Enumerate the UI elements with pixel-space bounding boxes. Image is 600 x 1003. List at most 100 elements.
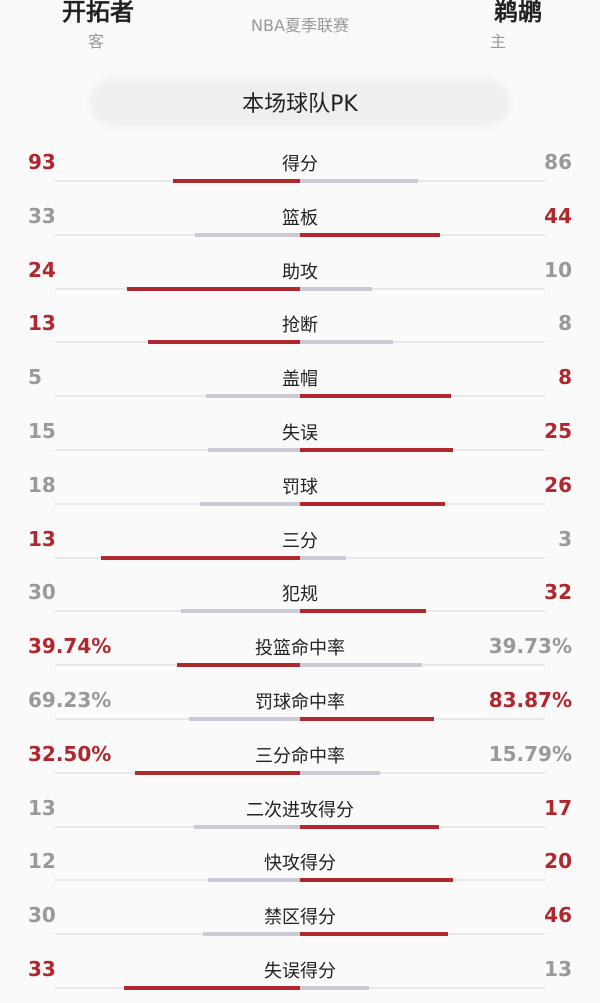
home-value: 86 — [544, 150, 572, 174]
stat-row: 69.23% 罚球命中率 83.87% — [0, 680, 600, 734]
stat-row: 12 快攻得分 20 — [0, 841, 600, 895]
stat-row: 39.74% 投篮命中率 39.73% — [0, 626, 600, 680]
away-value: 13 — [28, 311, 56, 336]
stat-row: 13 抢断 8 — [0, 303, 600, 357]
away-role: 客 — [88, 32, 105, 51]
section-title: 本场球队PK — [242, 92, 358, 117]
away-bar — [195, 232, 300, 237]
away-bar — [100, 555, 300, 560]
home-bar — [300, 501, 445, 506]
home-bar — [300, 663, 423, 668]
home-bar — [300, 394, 451, 399]
home-bar — [300, 878, 454, 883]
away-value: 5 — [28, 365, 42, 390]
home-value: 8 — [558, 311, 572, 336]
league-name: NBA夏季联赛 — [251, 16, 349, 35]
away-bar — [189, 717, 300, 721]
away-bar — [199, 501, 300, 506]
away-bar — [208, 878, 300, 883]
home-value: 17 — [544, 795, 572, 820]
home-value: 83.87% — [488, 688, 572, 712]
away-value: 24 — [28, 257, 56, 282]
home-bar — [300, 555, 346, 560]
stat-label: 罚球 — [282, 476, 318, 498]
away-value: 69.23% — [28, 688, 112, 712]
away-bar — [193, 824, 300, 829]
home-bar — [300, 286, 373, 291]
stat-label: 罚球命中率 — [255, 692, 345, 713]
away-team-name: 开拓者 — [62, 0, 134, 26]
home-value: 10 — [544, 257, 572, 282]
away-value: 32.50% — [28, 741, 112, 766]
stat-row: 24 助攻 10 — [0, 250, 600, 304]
away-bar — [172, 179, 300, 183]
home-bar — [300, 824, 439, 829]
home-value: 13 — [544, 957, 572, 981]
home-value: 15.79% — [488, 741, 572, 766]
home-bar — [300, 986, 370, 990]
away-bar — [135, 770, 300, 775]
stat-row: 13 三分 3 — [0, 519, 600, 573]
stat-row: 33 篮板 44 — [0, 196, 600, 250]
home-value: 39.73% — [488, 634, 572, 659]
home-team-name: 鹈鹕 — [494, 0, 542, 26]
title-background — [90, 78, 510, 126]
stat-label: 二次进攻得分 — [246, 799, 354, 821]
stat-label: 犯规 — [282, 584, 318, 606]
home-value: 46 — [544, 903, 572, 928]
stat-label: 得分 — [282, 154, 318, 175]
home-bar — [300, 232, 440, 237]
stat-label: 抢断 — [282, 315, 318, 337]
home-bar — [300, 609, 427, 614]
away-bar — [127, 286, 300, 291]
stat-label: 失误 — [282, 423, 318, 444]
home-value: 26 — [544, 472, 572, 497]
home-bar — [300, 717, 435, 721]
away-value: 12 — [28, 849, 56, 874]
stat-label: 禁区得分 — [264, 907, 336, 929]
away-value: 33 — [28, 203, 56, 228]
away-bar — [205, 394, 300, 399]
home-value: 44 — [544, 203, 572, 228]
away-bar — [181, 609, 300, 614]
home-value: 25 — [544, 419, 572, 443]
home-bar — [300, 179, 418, 183]
home-bar — [300, 932, 449, 937]
stat-label: 篮板 — [282, 207, 318, 229]
away-bar — [177, 663, 300, 668]
stat-label: 盖帽 — [282, 369, 318, 391]
away-value: 18 — [28, 472, 56, 497]
stat-row: 93 得分 86 — [0, 142, 600, 196]
home-value: 32 — [544, 580, 572, 605]
away-value: 13 — [28, 526, 56, 551]
stat-row: 32.50% 三分命中率 15.79% — [0, 734, 600, 788]
home-value: 20 — [544, 849, 572, 874]
away-bar — [148, 340, 300, 345]
away-value: 30 — [28, 580, 56, 605]
away-bar — [203, 932, 300, 937]
home-bar — [300, 340, 394, 345]
stat-row: 33 失误得分 13 — [0, 949, 600, 1003]
home-value: 3 — [558, 526, 572, 551]
stat-row: 15 失误 25 — [0, 411, 600, 465]
stat-row: 18 罚球 26 — [0, 465, 600, 519]
stat-row: 5 盖帽 8 — [0, 357, 600, 411]
stat-label: 快攻得分 — [264, 853, 336, 875]
stat-label: 三分 — [282, 530, 318, 552]
home-value: 8 — [558, 365, 572, 390]
home-bar — [300, 770, 381, 775]
away-value: 15 — [28, 419, 56, 443]
away-value: 93 — [28, 150, 56, 174]
away-value: 30 — [28, 903, 56, 928]
away-bar — [124, 986, 300, 990]
stat-label: 三分命中率 — [255, 745, 345, 767]
stat-row: 30 犯规 32 — [0, 572, 600, 626]
stat-row: 13 二次进攻得分 17 — [0, 788, 600, 842]
away-value: 39.74% — [28, 634, 112, 659]
away-bar — [208, 448, 300, 452]
home-bar — [300, 448, 454, 452]
away-value: 13 — [28, 795, 56, 820]
stat-label: 投篮命中率 — [255, 638, 345, 660]
stat-row: 30 禁区得分 46 — [0, 895, 600, 949]
home-role: 主 — [489, 32, 506, 51]
